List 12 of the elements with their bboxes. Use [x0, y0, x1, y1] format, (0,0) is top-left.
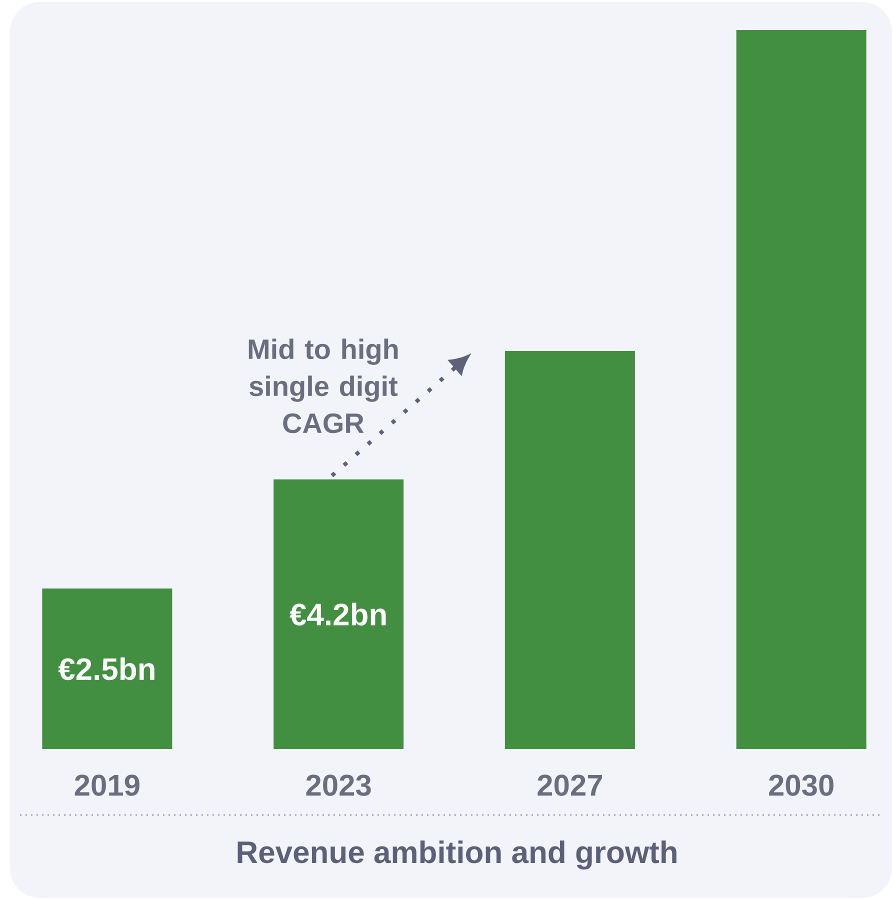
bar: [274, 479, 404, 749]
bar: [736, 30, 866, 749]
bar: [504, 350, 635, 749]
data-label: €4.2bn: [290, 602, 386, 626]
data-label: €2.5bn: [58, 657, 154, 680]
annotation: Mid to high single digit CAGR: [248, 338, 398, 434]
x-tick-label: 2027: [538, 774, 602, 796]
x-tick-label: 2023: [306, 774, 371, 796]
x-tick-label: 2030: [769, 774, 834, 796]
bar: [42, 588, 172, 749]
x-tick-label: 2019: [74, 774, 140, 796]
text: Revenue ambition and growth: [238, 840, 676, 870]
